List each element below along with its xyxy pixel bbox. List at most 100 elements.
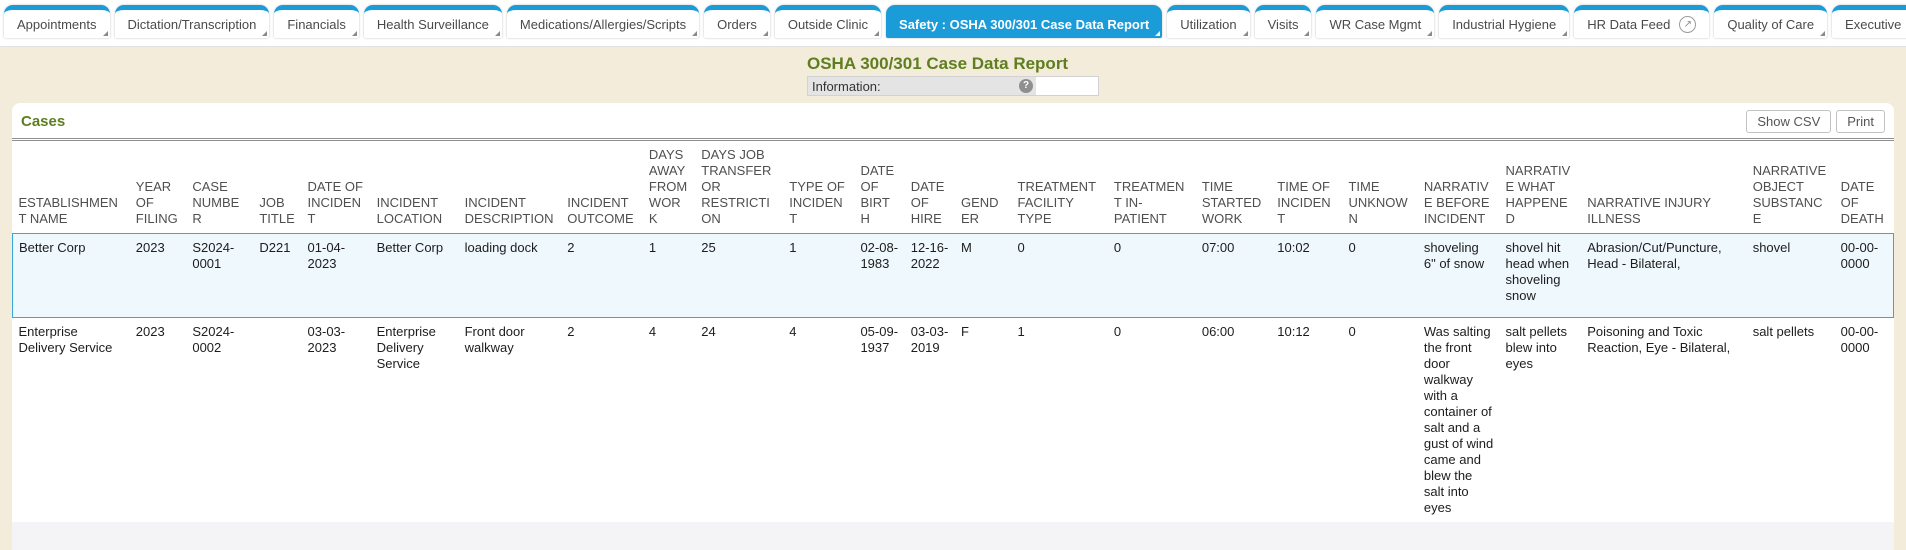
tab-medications-allergies-scripts[interactable]: Medications/Allergies/Scripts <box>506 5 700 38</box>
cases-panel-header: Cases Show CSV Print <box>12 103 1894 138</box>
dropdown-corner-icon <box>351 31 357 36</box>
tab-executive-dashboard[interactable]: Executive Dashboard↗ <box>1832 5 1906 38</box>
tab-label: Dictation/Transcription <box>127 16 257 32</box>
cell-time-started-work: 07:00 <box>1195 233 1272 318</box>
cell-time-unknown: 0 <box>1348 324 1356 339</box>
cases-panel: Cases Show CSV Print ESTABLISHMENT NAME Y… <box>12 103 1894 550</box>
tab-orders[interactable]: Orders <box>704 5 770 38</box>
table-row[interactable]: Enterprise Delivery Service 2023 S2024-000… <box>13 318 1894 523</box>
show-csv-button[interactable]: Show CSV <box>1746 110 1832 133</box>
cell-date-of-incident: 01-04-2023 <box>301 233 371 318</box>
cell-narrative-before-incident: Was salting the front door walkway with … <box>1423 324 1494 515</box>
dropdown-corner-icon <box>262 31 268 36</box>
dropdown-corner-icon <box>762 31 768 36</box>
tab-label: Visits <box>1267 16 1299 32</box>
column-header-date-of-incident: DATE OF INCIDENT <box>307 179 363 226</box>
cell-treatment-facility-type: 1 <box>1017 324 1025 339</box>
column-header-incident-outcome: INCIDENT OUTCOME <box>567 195 634 226</box>
tab-visits[interactable]: Visits <box>1254 5 1312 38</box>
tab-appointments[interactable]: Appointments <box>4 5 110 38</box>
cell-incident-description: loading dock <box>458 233 562 318</box>
page-title: OSHA 300/301 Case Data Report <box>807 54 1069 73</box>
cell-case-number: S2024-0002 <box>192 324 235 355</box>
cell-date-of-hire: 12-16-2022 <box>904 233 955 318</box>
print-button[interactable]: Print <box>1836 110 1885 133</box>
dropdown-corner-icon <box>1427 31 1433 36</box>
cell-date-of-incident: 03-03-2023 <box>307 324 346 355</box>
tab-label: Utilization <box>1180 16 1237 32</box>
tab-label: Industrial Hygiene <box>1452 16 1557 32</box>
dropdown-corner-icon <box>1242 31 1248 36</box>
tab-label: Financials <box>287 16 346 32</box>
tab-financials[interactable]: Financials <box>274 5 359 38</box>
column-header-narrative-before-incident: NARRATIVE BEFORE INCIDENT <box>1423 179 1490 226</box>
cell-days-away-from-work: 4 <box>648 324 657 339</box>
column-header-days-job-transfer-or-restriction: DAYS JOB TRANSFER OR RESTRICTION <box>701 147 772 226</box>
tab-label: Outside Clinic <box>787 16 869 32</box>
cell-time-started-work: 06:00 <box>1201 324 1235 339</box>
tab-utilization[interactable]: Utilization <box>1167 5 1250 38</box>
tab-label: Quality of Care <box>1727 16 1815 32</box>
dropdown-corner-icon <box>494 31 500 36</box>
tab-health-surveillance[interactable]: Health Surveillance <box>363 5 502 38</box>
cell-narrative-injury-illness: Poisoning and Toxic Reaction, Eye - Bila… <box>1587 324 1731 355</box>
cell-date-of-death: 00-00-0000 <box>1834 233 1894 318</box>
column-header-job-title: JOB TITLE <box>259 195 295 226</box>
table-row[interactable]: Better Corp 2023 S2024-0001 D221 01-04-2023 B… <box>12 233 1894 318</box>
information-value-box <box>1036 77 1098 95</box>
tab-bar: Appointments Dictation/Transcription Finan… <box>0 0 1906 47</box>
table-header-row: ESTABLISHMENT NAME YEAR OF FILING CASE NUM… <box>13 141 1894 234</box>
tab-wr-case-mgmt[interactable]: WR Case Mgmt <box>1316 5 1435 38</box>
tab-label: HR Data Feed <box>1587 16 1671 32</box>
tab-safety-osha-300-301-case-data-report[interactable]: Safety : OSHA 300/301 Case Data Report <box>886 5 1163 38</box>
cases-table: ESTABLISHMENT NAME YEAR OF FILING CASE NUM… <box>12 141 1894 522</box>
table-footer-strip <box>12 522 1894 550</box>
cell-time-of-incident: 10:12 <box>1277 324 1310 339</box>
cell-narrative-what-happened: salt pellets blew into eyes <box>1505 324 1567 371</box>
cell-narrative-what-happened: shovel hit head when shoveling snow <box>1499 233 1582 318</box>
table-body: Better Corp 2023 S2024-0001 D221 01-04-2023 B… <box>12 233 1894 523</box>
column-header-treatment-in-patient: TREATMENT IN-PATIENT <box>1113 179 1185 226</box>
external-link-icon: ↗ <box>1679 15 1697 33</box>
cell-incident-location: Enterprise Delivery Service <box>376 324 436 371</box>
cell-narrative-object-substance: shovel <box>1746 233 1835 318</box>
cell-days-job-transfer-or-restriction: 25 <box>695 233 784 318</box>
column-header-date-of-birth: DATE OF BIRTH <box>860 163 895 226</box>
column-header-date-of-death: DATE OF DEATH <box>1840 179 1884 226</box>
column-header-narrative-injury-illness: NARRATIVE INJURY ILLNESS <box>1587 195 1711 226</box>
help-icon[interactable]: ? <box>1019 79 1033 93</box>
column-header-days-away-from-work: DAYS AWAY FROM WORK <box>648 147 688 226</box>
column-header-narrative-what-happened: NARRATIVE WHAT HAPPENED <box>1505 163 1571 226</box>
column-header-incident-description: INCIDENT DESCRIPTION <box>464 195 554 226</box>
cell-type-of-incident: 1 <box>783 233 855 318</box>
tab-quality-of-care[interactable]: Quality of Care <box>1714 5 1828 38</box>
column-header-year-of-filing: YEAR OF FILING <box>135 179 178 226</box>
cell-incident-location: Better Corp <box>370 233 459 318</box>
cell-days-away-from-work: 1 <box>642 233 696 318</box>
column-header-type-of-incident: TYPE OF INCIDENT <box>789 179 845 226</box>
tab-industrial-hygiene[interactable]: Industrial Hygiene <box>1439 5 1570 38</box>
cell-case-number: S2024-0001 <box>186 233 254 318</box>
tab-label: Appointments <box>17 16 97 32</box>
column-header-time-of-incident: TIME OF INCIDENT <box>1277 179 1331 226</box>
section-divider <box>12 138 1894 141</box>
tab-hr-data-feed[interactable]: HR Data Feed ↗ <box>1574 5 1710 38</box>
cell-time-unknown: 0 <box>1342 233 1418 318</box>
cell-incident-outcome: 2 <box>567 324 575 339</box>
cell-type-of-incident: 4 <box>789 324 797 339</box>
column-header-establishment-name: ESTABLISHMENT NAME <box>18 195 118 226</box>
cell-date-of-death: 00-00-0000 <box>1840 324 1879 355</box>
information-bar: Information: ? <box>807 76 1099 96</box>
cell-narrative-before-incident: shoveling 6" of snow <box>1417 233 1500 318</box>
cell-date-of-birth: 05-09-1937 <box>860 324 899 355</box>
cell-gender: M <box>954 233 1012 318</box>
tab-label: Executive Dashboard <box>1845 16 1906 32</box>
cell-gender: F <box>960 324 969 339</box>
cell-job-title <box>253 318 301 523</box>
cell-date-of-birth: 02-08-1983 <box>854 233 905 318</box>
column-header-treatment-facility-type: TREATMENT FACILITY TYPE <box>1017 179 1096 226</box>
tab-outside-clinic[interactable]: Outside Clinic <box>774 5 882 38</box>
cell-year-of-filing: 2023 <box>129 233 187 318</box>
dropdown-corner-icon <box>1304 31 1310 36</box>
tab-dictation-transcription[interactable]: Dictation/Transcription <box>114 5 270 38</box>
